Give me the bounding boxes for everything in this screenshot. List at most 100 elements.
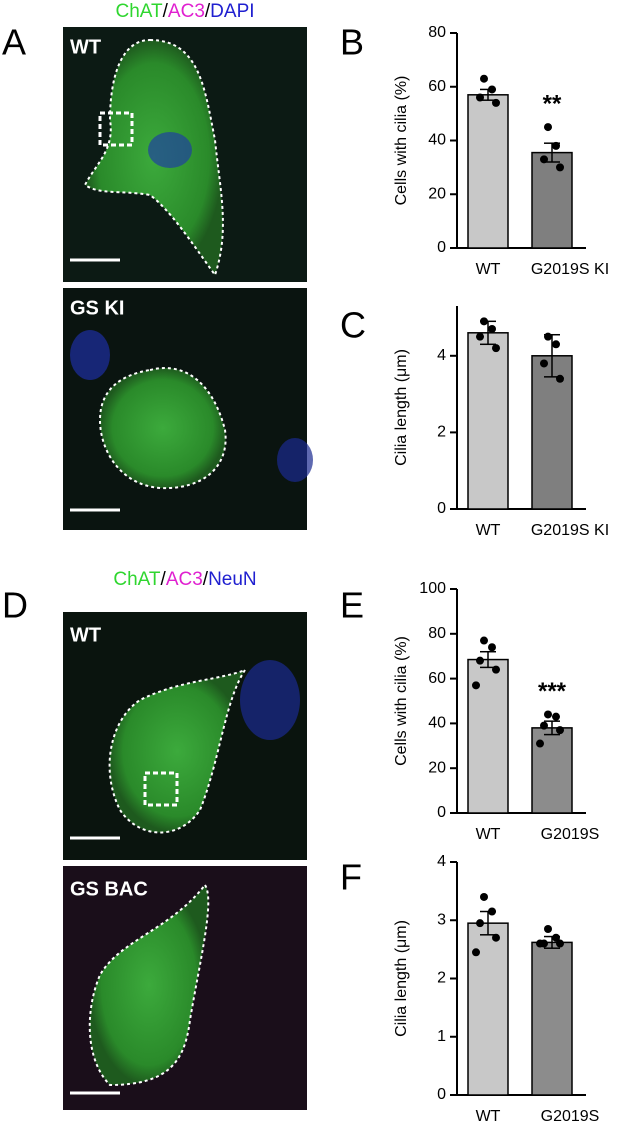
data-point (476, 93, 484, 102)
y-tick-label: 20 (428, 759, 446, 776)
y-tick-label: 0 (437, 1086, 446, 1103)
data-point (536, 939, 544, 948)
data-point (540, 721, 548, 730)
stain-label: ChAT/AC3/NeuN (113, 569, 256, 590)
bar (531, 941, 573, 1096)
data-point (476, 332, 484, 341)
bar (531, 151, 573, 249)
y-tick-label: 40 (428, 715, 446, 732)
stain-part: ChAT (115, 1, 163, 22)
y-axis-label: Cells with cilia (%) (393, 636, 410, 766)
image-label: GS BAC (70, 878, 148, 900)
stain-part: / (203, 569, 209, 590)
y-tick-label: 60 (428, 78, 446, 95)
y-tick-label: 60 (428, 670, 446, 687)
y-tick-label: 0 (437, 239, 446, 256)
image-label: WT (70, 624, 101, 646)
data-point (492, 665, 500, 674)
data-point (552, 933, 560, 942)
data-point (480, 636, 488, 645)
data-point (556, 374, 564, 383)
bar (467, 332, 509, 510)
micrograph-d-gsbac (63, 866, 307, 1110)
image-label: WT (70, 36, 101, 58)
stain-part: NeuN (208, 569, 257, 590)
stain-part: ChAT (113, 569, 161, 590)
data-point (544, 332, 552, 341)
panel-letter: C (340, 305, 366, 346)
panel-letter: D (2, 585, 28, 626)
stain-part: DAPI (210, 1, 254, 22)
y-tick-label: 20 (428, 185, 446, 202)
data-point (552, 712, 560, 721)
stain-part: AC3 (166, 569, 203, 590)
data-point (492, 933, 500, 942)
bar (467, 94, 509, 249)
data-point (480, 74, 488, 83)
x-tick-label: WT (476, 1108, 501, 1125)
data-point (536, 739, 544, 748)
x-tick-label: WT (476, 522, 501, 539)
data-point (476, 656, 484, 665)
y-tick-label: 4 (437, 853, 446, 870)
x-tick-label: G2019S (541, 826, 600, 843)
data-point (488, 907, 496, 916)
y-tick-label: 3 (437, 911, 446, 928)
y-tick-label: 0 (437, 804, 446, 821)
data-point (540, 359, 548, 368)
y-tick-label: 80 (428, 625, 446, 642)
data-point (476, 919, 484, 928)
micrograph-a-wt (63, 27, 307, 282)
x-tick-label: WT (476, 261, 501, 278)
data-point (552, 340, 560, 349)
data-point (472, 948, 480, 957)
data-point (544, 710, 552, 719)
micrograph-d-wt (63, 612, 307, 860)
bar (531, 355, 573, 510)
panel-letter: B (340, 22, 364, 63)
stain-label: ChAT/AC3/DAPI (115, 1, 254, 22)
micrograph-a-gski (63, 288, 313, 530)
significance: ** (543, 90, 562, 117)
image-label: GS KI (70, 297, 124, 319)
data-point (480, 317, 488, 326)
stain-part: / (205, 1, 211, 22)
x-tick-label: G2019S (541, 1108, 600, 1125)
data-point (492, 344, 500, 353)
y-tick-label: 4 (437, 347, 446, 364)
panel-letter: A (2, 22, 26, 63)
stain-part: / (163, 1, 169, 22)
data-point (556, 163, 564, 172)
data-point (488, 85, 496, 94)
stain-part: / (161, 569, 167, 590)
y-tick-label: 100 (419, 580, 446, 597)
data-point (556, 939, 564, 948)
significance: *** (538, 678, 567, 705)
y-axis-label: Cilia length (μm) (393, 349, 410, 466)
data-point (544, 123, 552, 132)
x-tick-label: G2019S KI (531, 522, 609, 539)
x-tick-label: WT (476, 826, 501, 843)
y-axis-label: Cilia length (μm) (393, 920, 410, 1037)
data-point (552, 141, 560, 150)
data-point (492, 98, 500, 107)
y-tick-label: 0 (437, 500, 446, 517)
data-point (556, 726, 564, 735)
data-point (544, 924, 552, 933)
y-axis-label: Cells with cilia (%) (393, 76, 410, 206)
y-tick-label: 2 (437, 424, 446, 441)
panel-letter: F (340, 857, 362, 898)
y-tick-label: 1 (437, 1028, 446, 1045)
y-tick-label: 2 (437, 970, 446, 987)
data-point (488, 324, 496, 333)
data-point (488, 643, 496, 652)
y-tick-label: 40 (428, 132, 446, 149)
stain-part: AC3 (168, 1, 205, 22)
data-point (472, 681, 480, 690)
data-point (540, 155, 548, 164)
panel-letter: E (340, 585, 364, 626)
y-tick-label: 80 (428, 24, 446, 41)
x-tick-label: G2019S KI (531, 261, 609, 278)
